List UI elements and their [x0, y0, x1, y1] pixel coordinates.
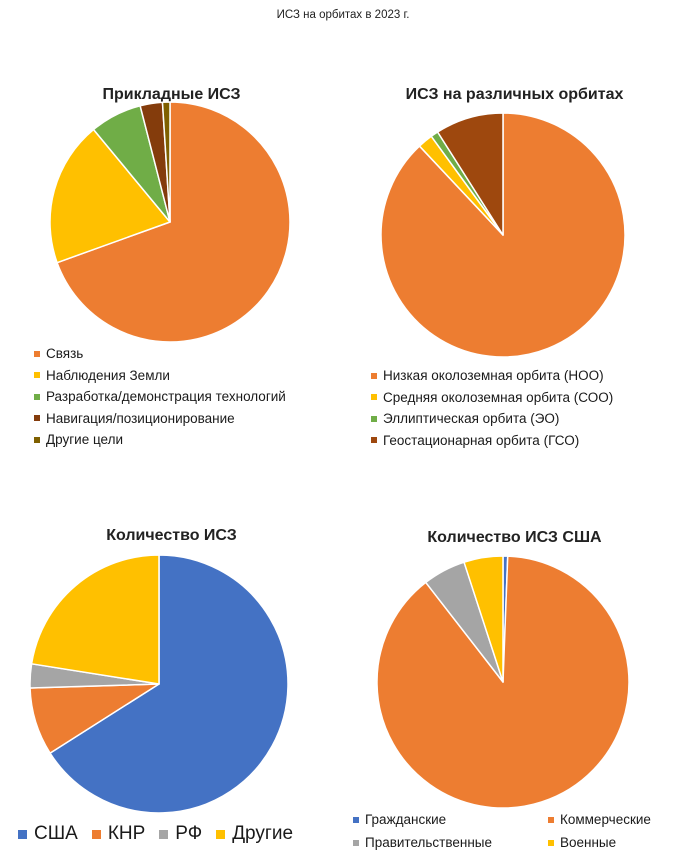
pie-slice [49, 554, 289, 814]
legend-swatch [353, 839, 359, 846]
legend-label: Связь [46, 346, 84, 362]
chart-title-us: Количество ИСЗ США [427, 529, 602, 546]
chart-title-applied: Прикладные ИСЗ [102, 86, 241, 103]
legend-label: Другие [232, 823, 294, 844]
legend-label: Военные [560, 835, 617, 850]
pie-slice [30, 554, 160, 685]
legend-item: КНР [91, 823, 146, 845]
legend-item: РФ [159, 823, 202, 845]
legend-swatch [548, 839, 554, 846]
pie-applied [49, 101, 291, 343]
legend-label: Наблюдения Земли [46, 367, 170, 383]
legend-label: Навигация/позиционирование [46, 410, 235, 426]
legend-label: Другие цели [46, 432, 124, 448]
legend-swatch [34, 350, 40, 357]
chart-panel-count: Количество ИСЗ США КНР РФ Другие [0, 440, 343, 861]
legend-label: США [34, 823, 78, 844]
legend-label: Коммерческие [560, 812, 651, 827]
chart-panel-us: Количество ИСЗ США Гражданские Коммерчес… [343, 440, 686, 861]
legend-label: КНР [107, 823, 146, 844]
legend-item: Другие цели [34, 429, 286, 451]
pie-slice [56, 101, 291, 343]
legend-swatch [548, 816, 554, 823]
pie-slice [161, 101, 171, 223]
legend-item: Эллиптическая орбита (ЭО) [371, 408, 613, 430]
legend-label: Разработка/демонстрация технологий [46, 389, 286, 405]
legend-swatch [371, 415, 377, 422]
legend-label: Средняя околоземная орбита (СОО) [383, 389, 614, 405]
legend-item: Средняя околоземная орбита (СОО) [371, 387, 613, 409]
legend-us: Гражданские Коммерческие Правительственн… [353, 812, 686, 850]
legend-label: Гражданские [365, 812, 447, 827]
legend-swatch [371, 437, 377, 444]
chart-panel-applied: Прикладные ИСЗ Связь Наблюдения Земли Ра… [0, 0, 343, 447]
pie-slice [436, 112, 504, 236]
legend-swatch [216, 829, 226, 839]
legend-swatch [34, 436, 40, 443]
chart-title-orbits: ИСЗ на различных орбитах [405, 86, 624, 103]
pie-count [29, 554, 289, 814]
main-title: ИСЗ на орбитах в 2023 г. [276, 9, 410, 21]
legend-label: Низкая околоземная орбита (НОО) [383, 368, 604, 384]
legend-swatch [34, 372, 40, 379]
legend-swatch [371, 394, 377, 401]
legend-label: Правительственные [365, 835, 493, 850]
legend-item: Другие [216, 823, 293, 845]
legend-item: Навигация/позиционирование [34, 408, 286, 430]
legend-item: Военные [548, 835, 686, 850]
chart-title-count: Количество ИСЗ [106, 527, 237, 544]
legend-item: Связь [34, 343, 286, 365]
legend-swatch [371, 372, 377, 379]
pie-us [376, 555, 630, 809]
legend-swatch [18, 829, 27, 839]
legend-swatch [353, 816, 359, 823]
legend-item: Разработка/демонстрация технологий [34, 386, 286, 408]
legend-applied: Связь Наблюдения Земли Разработка/демонс… [34, 343, 286, 451]
legend-swatch [34, 393, 40, 400]
legend-orbits: Низкая околоземная орбита (НОО) Средняя … [371, 365, 613, 451]
legend-item: США [18, 823, 78, 845]
legend-swatch [91, 829, 101, 839]
legend-swatch [159, 829, 169, 839]
pie-slice [463, 555, 504, 683]
legend-item: Наблюдения Земли [34, 365, 286, 387]
legend-item: Геостационарная орбита (ГСО) [371, 430, 613, 452]
legend-item: Коммерческие [548, 812, 686, 827]
legend-count: США КНР РФ Другие [18, 823, 307, 845]
pie-orbits [380, 112, 626, 358]
chart-panel-orbits: ИСЗ на различных орбитах Низкая околозем… [343, 0, 686, 448]
legend-item: Правительственные [353, 835, 548, 850]
legend-item: Низкая околоземная орбита (НОО) [371, 365, 613, 387]
pie-slice [49, 128, 171, 264]
legend-label: РФ [175, 823, 203, 844]
legend-item: Гражданские [353, 812, 548, 827]
legend-label: Геостационарная орбита (ГСО) [383, 432, 580, 448]
legend-label: Эллиптическая орбита (ЭО) [383, 411, 560, 427]
legend-swatch [34, 415, 40, 422]
